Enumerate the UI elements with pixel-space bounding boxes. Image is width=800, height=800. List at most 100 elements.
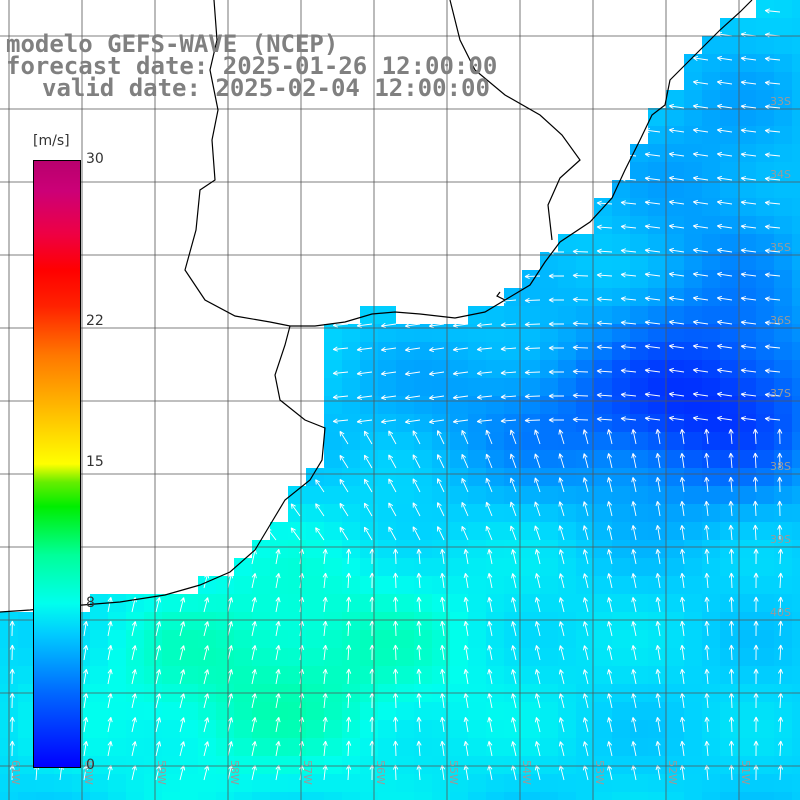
wind-arrow — [655, 596, 661, 613]
wind-speed-cell — [216, 756, 234, 774]
wind-speed-cell — [576, 666, 594, 684]
wind-speed-cell — [504, 630, 522, 648]
wind-speed-cell — [774, 378, 792, 396]
wind-speed-cell — [288, 630, 306, 648]
wind-arrow — [155, 741, 162, 757]
wind-speed-cell — [90, 720, 108, 738]
wind-speed-cell — [738, 558, 756, 576]
wind-arrow — [558, 453, 565, 469]
wind-speed-cell — [774, 540, 792, 558]
wind-speed-cell — [720, 180, 738, 198]
wind-speed-cell — [630, 720, 648, 738]
wind-arrow — [485, 501, 493, 517]
wind-speed-cell — [378, 396, 396, 414]
wind-speed-cell — [792, 0, 800, 18]
wind-speed-cell — [630, 288, 648, 306]
wind-speed-cell — [720, 486, 738, 504]
wind-arrow — [558, 429, 565, 445]
wind-arrow — [322, 596, 328, 613]
wind-arrow — [511, 693, 517, 709]
wind-speed-cell — [774, 216, 792, 234]
wind-speed-cell — [792, 198, 800, 216]
wind-arrow — [777, 500, 783, 517]
wind-speed-cell — [90, 738, 108, 756]
wind-arrow — [388, 478, 397, 493]
wind-speed-cell — [486, 792, 504, 800]
wind-arrow — [428, 323, 445, 329]
wind-speed-cell — [324, 504, 342, 522]
wind-speed-cell — [756, 486, 774, 504]
wind-arrow — [778, 620, 784, 637]
wind-speed-cell — [252, 558, 270, 576]
wind-arrow — [668, 199, 685, 205]
wind-speed-cell — [792, 378, 800, 396]
wind-arrow — [692, 319, 709, 325]
wind-speed-cell — [414, 756, 432, 774]
wind-speed-cell — [558, 774, 576, 792]
wind-speed-cell — [360, 774, 378, 792]
wind-speed-cell — [432, 756, 450, 774]
wind-speed-cell — [558, 270, 576, 288]
wind-speed-cell — [666, 288, 684, 306]
wind-speed-cell — [540, 630, 558, 648]
wind-speed-cell — [342, 648, 360, 666]
wind-speed-cell — [756, 36, 774, 54]
wind-arrow — [704, 596, 710, 613]
wind-speed-cell — [306, 504, 324, 522]
wind-speed-cell — [594, 234, 612, 252]
wind-speed-cell — [414, 468, 432, 486]
wind-speed-cell — [792, 522, 800, 540]
wind-arrow — [548, 321, 564, 327]
wind-speed-cell — [792, 486, 800, 504]
wind-speed-cell — [648, 774, 666, 792]
wind-speed-cell — [594, 522, 612, 540]
wind-arrow — [275, 741, 281, 757]
colorbar-tick-label: 15 — [86, 454, 104, 470]
wind-speed-cell — [756, 378, 774, 396]
wind-speed-cell — [450, 648, 468, 666]
wind-speed-cell — [576, 378, 594, 396]
wind-speed-cell — [450, 396, 468, 414]
wind-arrow — [107, 717, 113, 733]
wind-speed-cell — [630, 360, 648, 378]
wind-speed-cell — [684, 324, 702, 342]
wind-speed-cell — [702, 414, 720, 432]
wind-speed-cell — [270, 702, 288, 720]
wind-speed-cell — [558, 540, 576, 558]
wind-arrow — [392, 716, 399, 733]
coastline — [0, 0, 753, 613]
wind-speed-cell — [630, 774, 648, 792]
wind-speed-cell — [630, 540, 648, 558]
wind-speed-cell — [612, 558, 630, 576]
wind-speed-cell — [504, 306, 522, 324]
wind-speed-cell — [252, 630, 270, 648]
wind-speed-cell — [342, 756, 360, 774]
wind-speed-cell — [630, 486, 648, 504]
wind-arrow — [83, 620, 89, 637]
wind-speed-cell — [414, 612, 432, 630]
wind-speed-cell — [720, 756, 738, 774]
wind-speed-cell — [270, 594, 288, 612]
wind-arrow — [716, 175, 733, 181]
wind-speed-cell — [306, 594, 324, 612]
wind-speed-cell — [306, 792, 324, 800]
wind-speed-cell — [684, 450, 702, 468]
wind-speed-cell — [558, 576, 576, 594]
wind-arrow — [607, 621, 613, 637]
wind-speed-cell — [630, 666, 648, 684]
wind-arrow — [679, 524, 685, 541]
wind-speed-cell — [756, 90, 774, 108]
wind-speed-cell — [144, 630, 162, 648]
wind-speed-cell — [630, 432, 648, 450]
wind-speed-cell — [414, 666, 432, 684]
wind-speed-cell — [252, 576, 270, 594]
wind-arrow — [764, 200, 781, 206]
wind-speed-cell — [432, 720, 450, 738]
wind-arrow — [596, 416, 613, 422]
wind-arrow — [476, 394, 493, 400]
wind-speed-cell — [684, 432, 702, 450]
wind-arrow — [631, 525, 637, 541]
wind-speed-cell — [90, 630, 108, 648]
wind-speed-cell — [486, 504, 504, 522]
wind-arrow — [607, 669, 613, 685]
